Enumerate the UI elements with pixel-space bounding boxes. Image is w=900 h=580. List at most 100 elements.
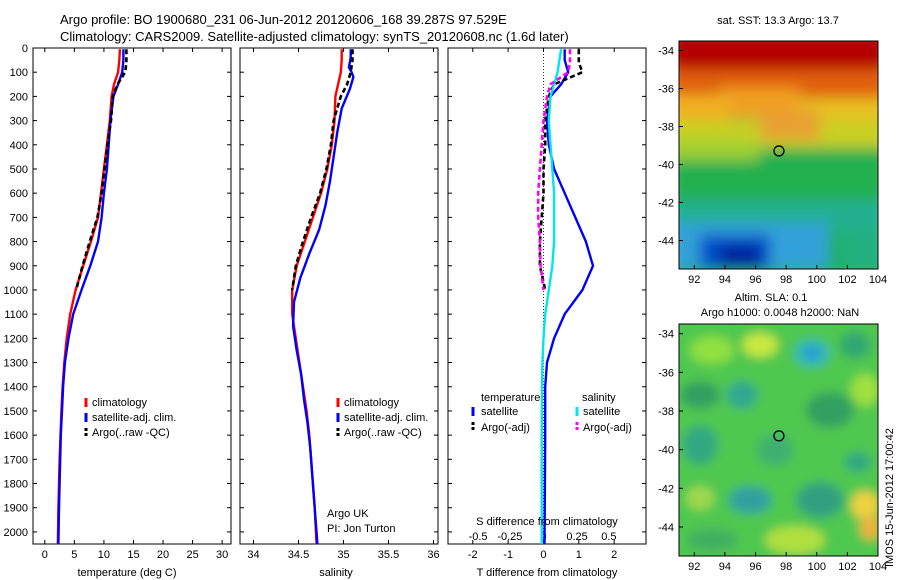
sst-map-frame <box>678 40 879 270</box>
x-tick-label: 5 <box>71 549 77 561</box>
sla-map-frame <box>678 323 879 557</box>
x-tick-label: 30 <box>216 549 228 561</box>
map-x-tick-label: 104 <box>869 561 887 573</box>
difference-xlabel: T difference from climatology <box>477 567 618 579</box>
x-tick-label: 25 <box>186 549 198 561</box>
legend-temperature-title: temperature <box>481 392 540 404</box>
top-tick-label: -0.25 <box>497 531 522 543</box>
depth-tick-label: 800 <box>10 237 28 249</box>
sst-heatmap <box>679 41 878 269</box>
salinity-panel: 34 34.5 35 35.5 36 salinity climatology sate… <box>239 47 440 579</box>
temperature-panel: 0100200300400500600700800900100011001200… <box>4 43 232 579</box>
figure-title-line2: Climatology: CARS2009. Satellite-adjuste… <box>60 29 569 44</box>
annotation-pi: PI: Jon Turton <box>327 523 395 535</box>
depth-tick-label: 1700 <box>4 454 28 466</box>
depth-tick-label: 0 <box>22 43 28 55</box>
difference-top-label: S difference from climatology <box>476 516 618 528</box>
x-tick-label: 34.5 <box>288 549 309 561</box>
map-y-tick-label: -38 <box>658 122 674 134</box>
x-tick-label: -1 <box>503 549 513 561</box>
annotation-argo-uk: Argo UK <box>327 508 369 520</box>
x-tick-label: 35.5 <box>378 549 399 561</box>
sst-map: sat. SST: 13.3 Argo: 13.7 <box>658 15 887 286</box>
depth-tick-label: 1600 <box>4 430 28 442</box>
map-y-tick-label: -36 <box>658 84 674 96</box>
depth-tick-label: 700 <box>10 212 28 224</box>
map-y-tick-label: -38 <box>658 406 674 418</box>
map-y-tick-label: -34 <box>658 329 674 341</box>
map-x-tick-label: 96 <box>749 561 761 573</box>
map-x-tick-label: 94 <box>719 561 731 573</box>
legend-salinity-title: salinity <box>582 392 616 404</box>
map-x-tick-label: 96 <box>749 274 761 286</box>
depth-tick-label: 1200 <box>4 333 28 345</box>
depth-tick-label: 2000 <box>4 527 28 539</box>
series-line-salinity-satellite <box>540 49 563 544</box>
map-x-tick-label: 104 <box>869 274 887 286</box>
top-tick-label: 0.5 <box>601 531 616 543</box>
legend-t-argo: Argo(-adj) <box>481 422 530 434</box>
x-tick-label: 34 <box>247 549 259 561</box>
salinity-legend: climatology satellite-adj. clim. Argo(..… <box>336 397 428 439</box>
x-tick-label: 20 <box>157 549 169 561</box>
salinity-axes-box <box>239 47 439 545</box>
legend-t-satellite: satellite <box>481 406 518 418</box>
legend-satellite: satellite-adj. clim. <box>344 412 428 424</box>
temperature-xlabel: temperature (deg C) <box>77 567 176 579</box>
map-x-tick-label: 100 <box>808 561 826 573</box>
series-line-argo-raw-qc- <box>74 49 128 291</box>
argo-position-marker <box>773 430 785 442</box>
map-x-tick-label: 100 <box>808 274 826 286</box>
depth-tick-label: 200 <box>10 91 28 103</box>
map-x-tick-label: 94 <box>719 274 731 286</box>
sla-map-title-1: Altim. SLA: 0.1 <box>735 292 808 304</box>
temperature-axes-box <box>32 47 232 545</box>
map-x-tick-label: 102 <box>838 274 856 286</box>
x-tick-label: 36 <box>427 549 439 561</box>
legend-satellite: satellite-adj. clim. <box>92 412 176 424</box>
salinity-x-axis: 34 34.5 35 35.5 36 <box>247 48 440 561</box>
argo-position-marker <box>773 145 785 157</box>
x-tick-label: 10 <box>98 549 110 561</box>
series-line-satellite-adj-clim- <box>291 49 355 545</box>
sst-map-title: sat. SST: 13.3 Argo: 13.7 <box>717 15 839 27</box>
map-x-tick-label: 92 <box>688 561 700 573</box>
map-y-tick-label: -44 <box>658 522 674 534</box>
series-line-satellite-adj-clim- <box>57 49 125 545</box>
depth-tick-label: 100 <box>10 67 28 79</box>
map-x-tick-label: 98 <box>780 561 792 573</box>
map-y-tick-label: -40 <box>658 160 674 172</box>
top-tick-label: -0.5 <box>469 531 488 543</box>
map-y-tick-label: -42 <box>658 198 674 210</box>
legend-climatology: climatology <box>344 397 400 409</box>
depth-tick-label: 1900 <box>4 503 28 515</box>
depth-tick-label: 1800 <box>4 479 28 491</box>
map-y-tick-label: -40 <box>658 445 674 457</box>
depth-tick-label: 500 <box>10 164 28 176</box>
depth-tick-label: 1100 <box>4 309 28 321</box>
salinity-xlabel: salinity <box>319 567 353 579</box>
sla-map-title-2: Argo h1000: 0.0048 h2000: NaN <box>701 307 859 319</box>
top-tick-label: 0.25 <box>566 531 587 543</box>
x-tick-label: 0 <box>540 549 546 561</box>
depth-tick-label: 300 <box>10 116 28 128</box>
sla-map: Altim. SLA: 0.1 Argo h1000: 0.0048 h2000… <box>658 292 887 573</box>
imos-date-label: IMOS 15-Jun-2012 17:00:42 <box>884 428 896 567</box>
depth-tick-label: 600 <box>10 188 28 200</box>
series-line-salinity-argo-adj- <box>536 49 572 291</box>
x-tick-label: 15 <box>127 549 139 561</box>
map-x-tick-label: 98 <box>780 274 792 286</box>
depth-tick-label: 1400 <box>4 382 28 394</box>
map-y-tick-label: -34 <box>658 46 674 58</box>
figure-title-line1: Argo profile: BO 1900680_231 06-Jun-2012… <box>60 12 507 27</box>
temperature-legend: climatology satellite-adj. clim. Argo(..… <box>84 397 176 439</box>
legend-climatology: climatology <box>92 397 148 409</box>
series-line-argo-raw-qc- <box>290 49 354 291</box>
legend-argo: Argo(..raw -QC) <box>344 427 422 439</box>
depth-tick-label: 1300 <box>4 358 28 370</box>
map-y-tick-label: -42 <box>658 483 674 495</box>
x-tick-label: 35 <box>337 549 349 561</box>
depth-tick-label: 400 <box>10 140 28 152</box>
series-line-temperature-argo-adj- <box>538 49 584 291</box>
